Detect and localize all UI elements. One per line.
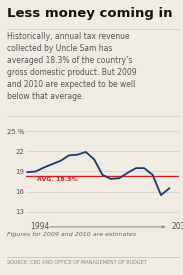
- Text: 2010: 2010: [171, 222, 183, 231]
- Text: SOURCE: CBO AND OFFICE OF MANAGEMENT OF BUDGET: SOURCE: CBO AND OFFICE OF MANAGEMENT OF …: [7, 260, 147, 265]
- Text: Historically, annual tax revenue
collected by Uncle Sam has
averaged 18.3% of th: Historically, annual tax revenue collect…: [7, 32, 137, 101]
- Text: 1994: 1994: [30, 222, 50, 231]
- Text: Figures for 2009 and 2010 are estimates: Figures for 2009 and 2010 are estimates: [7, 232, 137, 237]
- Text: Less money coming in: Less money coming in: [7, 7, 173, 20]
- Text: AVG. 18.3%: AVG. 18.3%: [37, 177, 78, 182]
